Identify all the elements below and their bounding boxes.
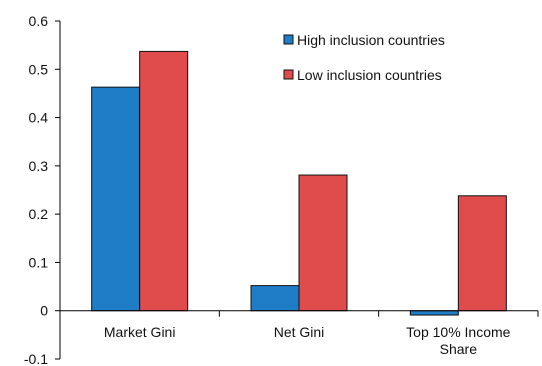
legend-label-1: Low inclusion countries (297, 67, 442, 83)
bars (91, 50, 507, 316)
y-tick-label: 0 (40, 303, 48, 319)
legend-swatch-1 (283, 69, 294, 80)
bar-series-0-cat-2 (409, 310, 459, 316)
y-tick-label: 0.5 (29, 61, 49, 77)
x-category-label: Net Gini (274, 324, 325, 340)
y-tick-label: 0.1 (29, 254, 49, 270)
x-category-label: Market Gini (104, 324, 176, 340)
bar-series-1-cat-0 (139, 50, 189, 312)
legend: High inclusion countries Low inclusion co… (283, 32, 445, 83)
y-tick-label: 0.3 (29, 158, 49, 174)
bar-series-0-cat-0 (91, 86, 141, 312)
x-category-label: Share (440, 341, 478, 357)
legend-swatch-0 (283, 34, 294, 45)
bar-series-0-cat-1 (250, 285, 300, 312)
y-tick-label: 0.4 (29, 110, 49, 126)
y-axis: 0.6 0.5 0.4 0.3 0.2 0.1 0 -0.1 (24, 13, 61, 366)
x-category-label: Top 10% Income (406, 324, 510, 340)
y-tick-label: -0.1 (24, 351, 48, 366)
y-tick-label: 0.6 (29, 13, 49, 29)
bar-series-1-cat-1 (298, 174, 348, 312)
bar-series-1-cat-2 (457, 195, 507, 312)
legend-label-0: High inclusion countries (297, 32, 445, 48)
y-tick-label: 0.2 (29, 206, 49, 222)
